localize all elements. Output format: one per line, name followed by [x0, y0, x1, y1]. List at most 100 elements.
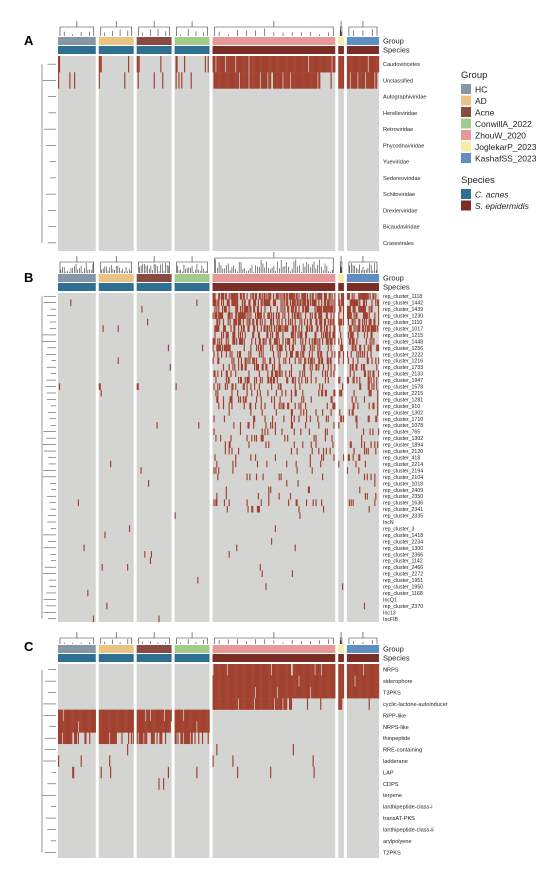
presence-cell [359, 686, 361, 699]
presence-cell [257, 56, 259, 73]
presence-cell [182, 709, 184, 722]
presence-cell [231, 675, 233, 687]
panel-letter-A: A [24, 33, 34, 48]
presence-cell [240, 293, 242, 300]
presence-cell [347, 56, 349, 73]
presence-cell [230, 686, 232, 699]
presence-cell [92, 615, 95, 623]
presence-cell [369, 428, 371, 436]
presence-cell [252, 686, 254, 699]
presence-cell [285, 72, 287, 89]
presence-cell [314, 312, 316, 319]
presence-cell [118, 721, 120, 733]
presence-cell [295, 460, 297, 468]
presence-cell [331, 396, 333, 403]
presence-cell [378, 312, 380, 319]
presence-cell [327, 376, 329, 384]
presence-cell [319, 293, 321, 300]
presence-cell [233, 664, 235, 676]
presence-cell [308, 486, 310, 494]
presence-cell [299, 318, 301, 326]
presence-cell [136, 721, 138, 733]
presence-cell [373, 402, 375, 410]
presence-cell [319, 675, 321, 687]
legend: GroupHCADAcneConwillA_2022ZhouW_2020Jogl… [461, 70, 537, 211]
presence-cell [257, 312, 259, 319]
presence-cell [289, 299, 292, 307]
presence-cell [132, 732, 134, 745]
presence-cell [142, 721, 144, 733]
column-dendrogram [176, 632, 208, 644]
presence-cell [365, 675, 367, 687]
presence-cell [244, 363, 246, 371]
presence-cell [238, 318, 240, 326]
presence-cell [373, 383, 375, 390]
presence-cell [310, 325, 312, 332]
presence-cell [288, 664, 291, 676]
presence-cell [354, 299, 356, 307]
presence-cell [358, 72, 360, 89]
presence-cell [362, 351, 364, 358]
presence-cell [111, 709, 113, 722]
presence-cell [352, 402, 354, 410]
presence-cell [351, 664, 353, 676]
presence-cell [261, 376, 263, 384]
presence-cell [340, 415, 342, 423]
presence-cell [242, 383, 244, 390]
presence-cell [315, 331, 317, 339]
presence-cell [226, 505, 228, 513]
presence-cell [299, 686, 301, 699]
presence-cell [267, 325, 269, 332]
presence-cell [220, 434, 222, 442]
presence-cell [359, 486, 361, 494]
presence-cell [279, 675, 281, 687]
presence-cell [261, 434, 263, 442]
presence-cell [334, 293, 336, 300]
presence-cell [349, 441, 351, 448]
presence-cell [377, 675, 379, 687]
presence-cell [255, 376, 258, 384]
presence-cell [71, 721, 73, 733]
presence-cell [333, 56, 335, 73]
presence-cell [222, 325, 225, 332]
presence-cell [235, 383, 237, 390]
presence-cell [269, 293, 271, 300]
presence-cell [251, 338, 253, 345]
presence-cell [342, 72, 345, 89]
presence-cell [307, 486, 310, 494]
presence-cell [351, 56, 353, 73]
row-label: rep_cluster_1230 [383, 314, 423, 320]
presence-cell [280, 56, 282, 73]
presence-cell [275, 331, 277, 339]
presence-cell [237, 299, 239, 307]
presence-cell [290, 370, 293, 378]
presence-cell [281, 344, 283, 352]
presence-cell [213, 56, 215, 73]
presence-cell [338, 686, 340, 699]
presence-cell [365, 318, 367, 326]
presence-cell [140, 732, 142, 745]
presence-cell [185, 732, 188, 745]
presence-cell [330, 312, 332, 319]
presence-cell [378, 370, 380, 378]
presence-cell [360, 383, 362, 390]
presence-cell [299, 512, 301, 519]
presence-cell [363, 312, 366, 319]
presence-cell [377, 686, 379, 699]
presence-cell [60, 732, 62, 745]
presence-cell [305, 409, 308, 416]
row-label: rep_cluster_418 [383, 456, 420, 462]
presence-cell [322, 473, 324, 481]
presence-cell [276, 318, 278, 326]
presence-cell [131, 709, 133, 722]
presence-cell [366, 72, 368, 89]
presence-cell [218, 305, 220, 313]
presence-cell [242, 698, 244, 710]
presence-cell [225, 698, 227, 710]
presence-cell [288, 675, 291, 687]
presence-cell [101, 709, 103, 722]
group-annotation-cell [98, 645, 134, 653]
presence-cell [213, 370, 215, 378]
presence-cell [316, 675, 318, 687]
presence-cell [255, 344, 258, 352]
